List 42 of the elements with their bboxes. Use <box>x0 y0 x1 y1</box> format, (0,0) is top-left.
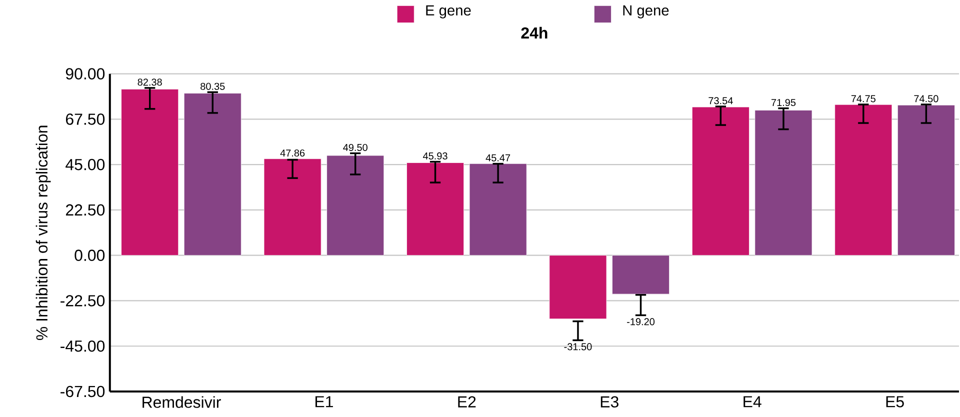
data-label: 74.75 <box>851 95 876 102</box>
legend-label: E gene <box>426 5 471 18</box>
x-tick-label: Remdesivir <box>142 396 221 408</box>
y-tick-label: 45.00 <box>66 158 105 170</box>
y-tick-label: -67.50 <box>60 386 105 397</box>
data-label: -19.20 <box>627 318 655 326</box>
data-label: 45.47 <box>486 154 510 162</box>
x-tick-label: E2 <box>458 396 476 408</box>
data-label: 80.35 <box>200 82 225 90</box>
legend-label: N gene <box>623 5 669 18</box>
y-axis-title: % Inhibition of virus replication <box>36 126 51 340</box>
bar <box>612 254 670 294</box>
x-tick-label: E4 <box>744 396 762 407</box>
y-tick-label: -45.00 <box>60 340 105 352</box>
data-label: 74.50 <box>914 94 938 102</box>
data-label: 82.38 <box>138 78 162 86</box>
bar <box>264 158 322 256</box>
data-label: 45.93 <box>422 152 448 160</box>
bar <box>897 104 955 256</box>
y-tick-label: -22.50 <box>60 294 105 306</box>
data-label: 71.95 <box>771 98 796 106</box>
x-tick-label: E3 <box>600 396 618 408</box>
bar <box>834 104 892 256</box>
bar <box>469 163 527 256</box>
y-tick-label: 22.50 <box>66 204 105 216</box>
bar <box>406 162 464 256</box>
x-tick-label: E5 <box>886 396 904 408</box>
bar <box>326 155 384 256</box>
y-tick-label: 0.00 <box>74 249 105 261</box>
data-label: 47.86 <box>280 149 305 156</box>
data-label: 73.54 <box>708 96 733 104</box>
bar <box>184 92 242 256</box>
data-label: 49.50 <box>343 144 368 151</box>
y-tick-label: 90.00 <box>66 68 105 80</box>
bar <box>121 88 179 256</box>
bar <box>754 110 812 256</box>
chart-title: 24h <box>521 26 548 38</box>
bar <box>692 106 750 256</box>
data-label: -31.50 <box>564 342 592 350</box>
bar <box>549 254 607 319</box>
y-tick-label: 67.50 <box>66 113 105 125</box>
x-tick-label: E1 <box>315 396 333 407</box>
